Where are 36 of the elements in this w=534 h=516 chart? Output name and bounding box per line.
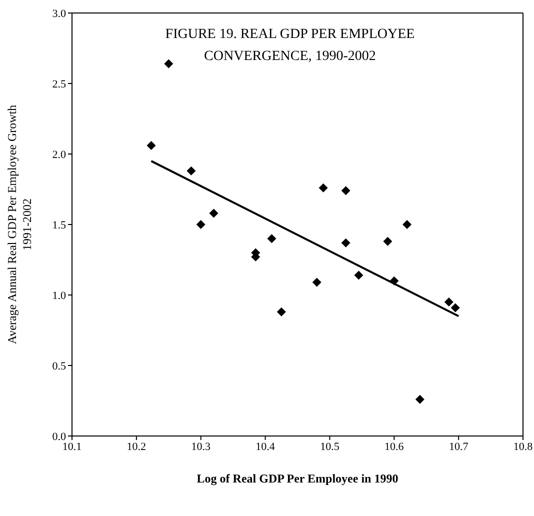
text: FIGURE 19. REAL GDP PER EMPLOYEE CONVERGENCE, 1990-2002 <box>165 27 415 64</box>
y-tick-label: 3.0 <box>52 8 66 20</box>
y-tick-label: 1.5 <box>52 219 66 232</box>
x-tick-label: 10.1 <box>62 440 82 453</box>
point <box>146 141 156 150</box>
x-axis-title: Log of Real GDP Per Employee in 1990 <box>196 472 398 486</box>
point <box>402 220 412 229</box>
x-tick-label: 10.2 <box>126 440 146 453</box>
y-tick-label: 2.5 <box>52 78 66 90</box>
point <box>186 166 196 176</box>
point <box>209 208 218 218</box>
y-tick-label: 1.0 <box>52 290 66 302</box>
y-tick-label: 0.5 <box>52 360 66 372</box>
point <box>415 394 424 404</box>
point <box>444 298 454 307</box>
point <box>276 307 286 316</box>
point <box>390 276 399 286</box>
x-tick-label: 10.8 <box>513 440 534 453</box>
point <box>196 220 206 229</box>
point <box>318 183 328 192</box>
x-tick-label: 10.4 <box>256 440 276 453</box>
y-axis-title: Average Annual Real GDP Per Employee Growth 1991-2002 <box>5 104 34 344</box>
y-tick-label: 0.0 <box>52 430 66 443</box>
y-tick-label: 2.0 <box>52 148 66 161</box>
point <box>450 303 460 312</box>
point <box>164 59 174 68</box>
point <box>354 270 364 280</box>
point <box>341 238 350 248</box>
x-tick-label: 10.7 <box>448 440 469 453</box>
point <box>312 278 322 287</box>
point <box>383 236 392 246</box>
x-tick-label: 10.3 <box>191 440 211 453</box>
x-tick-label: 10.6 <box>384 440 404 453</box>
point <box>267 234 276 244</box>
point <box>341 186 350 196</box>
x-tick-label: 10.5 <box>320 440 340 453</box>
